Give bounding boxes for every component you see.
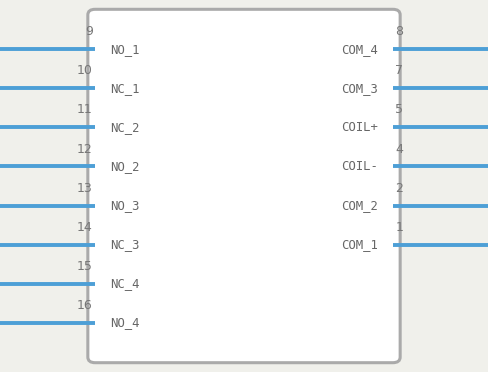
Text: 13: 13 [77, 182, 93, 195]
Text: NO_3: NO_3 [110, 199, 139, 212]
Text: 2: 2 [395, 182, 403, 195]
Text: NO_4: NO_4 [110, 316, 139, 329]
Text: NC_2: NC_2 [110, 121, 139, 134]
Text: 5: 5 [395, 103, 403, 116]
Text: COM_3: COM_3 [341, 82, 378, 95]
Text: 9: 9 [85, 25, 93, 38]
Text: 10: 10 [77, 64, 93, 77]
FancyBboxPatch shape [88, 9, 400, 363]
Text: 12: 12 [77, 142, 93, 155]
Text: NO_2: NO_2 [110, 160, 139, 173]
Text: 14: 14 [77, 221, 93, 234]
Text: 15: 15 [77, 260, 93, 273]
Text: COIL-: COIL- [341, 160, 378, 173]
Text: NC_1: NC_1 [110, 82, 139, 95]
Text: COIL+: COIL+ [341, 121, 378, 134]
Text: 1: 1 [395, 221, 403, 234]
Text: 4: 4 [395, 142, 403, 155]
Text: COM_1: COM_1 [341, 238, 378, 251]
Text: 8: 8 [395, 25, 403, 38]
Text: 11: 11 [77, 103, 93, 116]
Text: NC_4: NC_4 [110, 277, 139, 290]
Text: 7: 7 [395, 64, 403, 77]
Text: COM_4: COM_4 [341, 43, 378, 56]
Text: NO_1: NO_1 [110, 43, 139, 56]
Text: 16: 16 [77, 299, 93, 312]
Text: NC_3: NC_3 [110, 238, 139, 251]
Text: COM_2: COM_2 [341, 199, 378, 212]
